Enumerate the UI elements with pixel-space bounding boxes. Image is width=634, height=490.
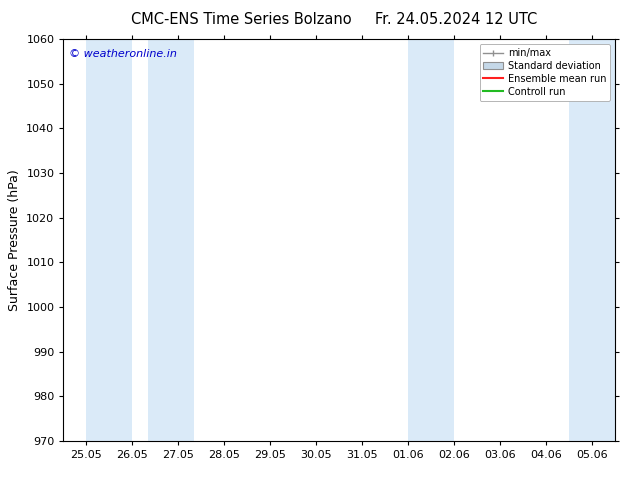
Y-axis label: Surface Pressure (hPa): Surface Pressure (hPa): [8, 169, 21, 311]
Bar: [148, 39, 195, 441]
Bar: [408, 39, 454, 441]
Text: © weatheronline.in: © weatheronline.in: [69, 49, 177, 59]
Text: CMC-ENS Time Series Bolzano: CMC-ENS Time Series Bolzano: [131, 12, 351, 27]
Text: Fr. 24.05.2024 12 UTC: Fr. 24.05.2024 12 UTC: [375, 12, 538, 27]
Bar: [569, 39, 615, 441]
Legend: min/max, Standard deviation, Ensemble mean run, Controll run: min/max, Standard deviation, Ensemble me…: [479, 44, 610, 100]
Bar: [86, 39, 133, 441]
